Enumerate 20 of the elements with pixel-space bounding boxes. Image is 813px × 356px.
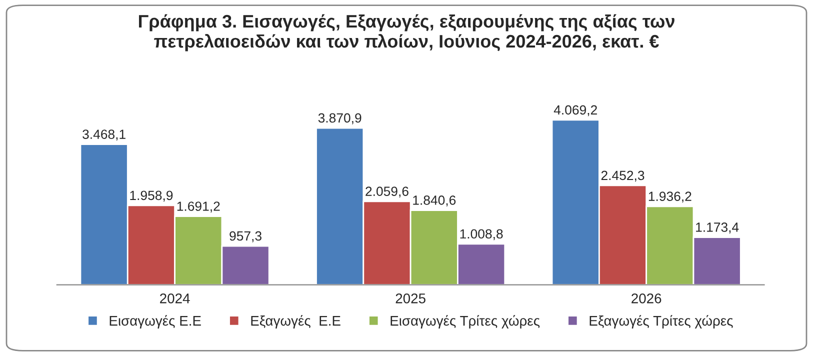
x-tick-label: 2026 bbox=[632, 294, 662, 304]
data-label: 957,3 bbox=[230, 231, 262, 242]
data-label: 1.173,4 bbox=[696, 222, 739, 234]
data-label: 3.870,9 bbox=[318, 113, 362, 124]
chart-title: Γράφημα 3. Εισαγωγές, Εξαγωγές, εξαιρουμένης της αξίας των πετρελαιοειδών και των πλοίων, Ιούνιος 2024-2026, εκατ. € bbox=[138, 14, 674, 52]
legend-label: Εξαγωγές Τρίτες χώρες bbox=[590, 315, 733, 328]
data-label: 1.840,6 bbox=[413, 196, 456, 206]
legend-label: Εισαγωγές Ε.Ε bbox=[110, 315, 201, 328]
x-tick-label: 2025 bbox=[396, 294, 426, 304]
data-label: 4.069,2 bbox=[554, 105, 597, 116]
legend-label: Εισαγωγές Τρίτες χώρες bbox=[390, 315, 540, 328]
x-tick-label: 2024 bbox=[160, 294, 190, 304]
data-label: 3.468,1 bbox=[82, 130, 126, 141]
data-label: 2.059,6 bbox=[366, 186, 408, 198]
data-label: 2.452,3 bbox=[601, 170, 644, 182]
legend-label: Εξαγωγές Ε.Ε bbox=[251, 315, 340, 328]
data-label: 1.958,9 bbox=[130, 190, 173, 202]
data-label: 1.691,2 bbox=[177, 202, 220, 212]
data-label: 1.936,2 bbox=[648, 192, 692, 203]
data-label: 1.008,8 bbox=[460, 229, 503, 240]
